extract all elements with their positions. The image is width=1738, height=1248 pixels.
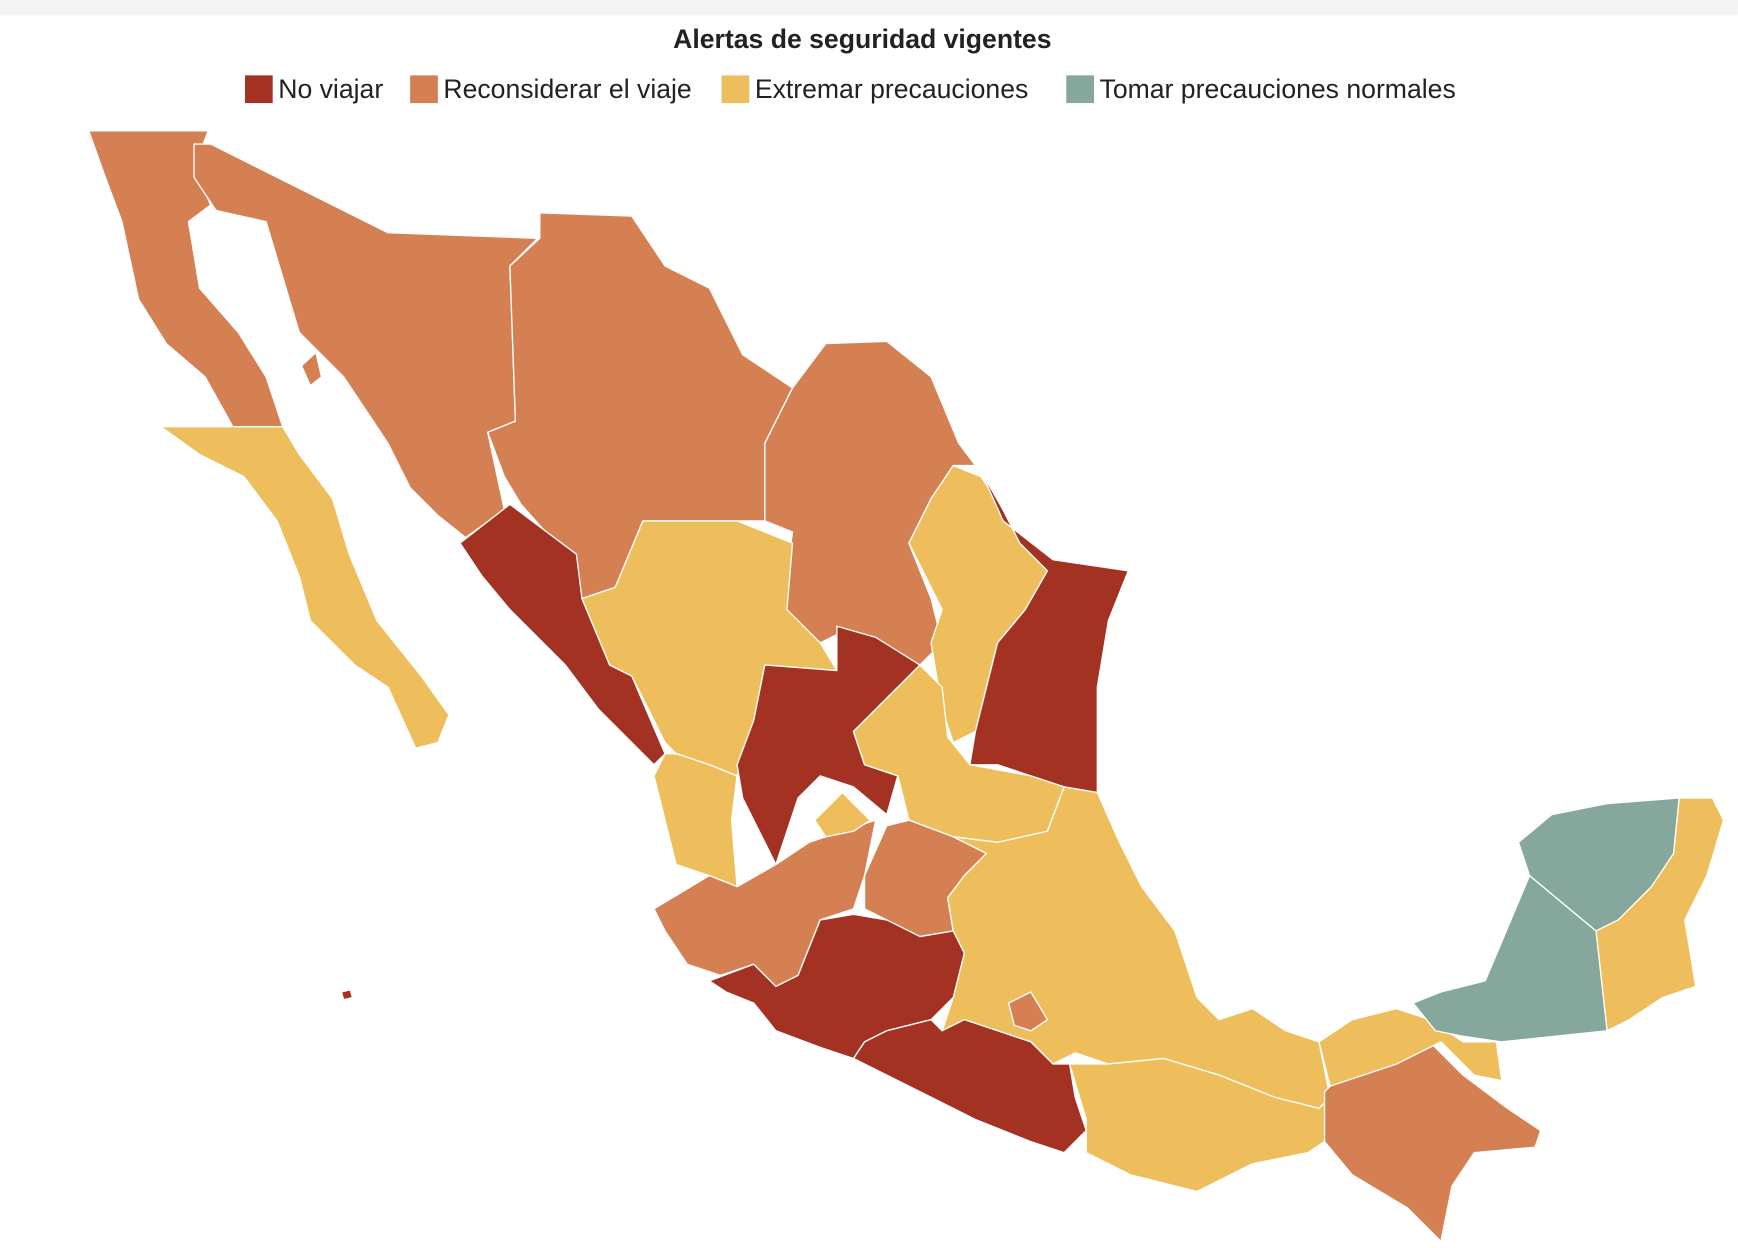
- state-region: [193, 143, 539, 539]
- state-region: [1595, 797, 1725, 1032]
- legend-swatch: [1066, 75, 1094, 104]
- state-region: [1318, 1007, 1503, 1087]
- legend-label: Tomar precauciones normales: [1100, 74, 1456, 104]
- map-title: Alertas de seguridad vigentes: [673, 24, 1051, 54]
- state-region: [814, 791, 871, 838]
- legend-swatch: [245, 75, 273, 104]
- state-region: [160, 426, 450, 749]
- state-region: [300, 351, 323, 387]
- top-bar: [0, 0, 1738, 16]
- states: [88, 130, 1725, 1243]
- state-region: [969, 470, 1130, 794]
- legend-label: Reconsiderar el viaje: [443, 74, 691, 104]
- state-region: [852, 1019, 1087, 1154]
- state-region: [708, 913, 965, 1060]
- state-region: [653, 819, 877, 988]
- legend: No viajar Reconsiderar el viaje Extremar p…: [245, 74, 1456, 104]
- legend-label: No viajar: [278, 74, 383, 104]
- state-region: [653, 753, 738, 888]
- state-region: [459, 503, 666, 766]
- state-region: [340, 989, 354, 1001]
- state-region: [1007, 991, 1049, 1032]
- legend-swatch: [721, 75, 750, 104]
- legend-swatch: [410, 75, 438, 104]
- legend-label: Extremar precauciones: [755, 74, 1028, 104]
